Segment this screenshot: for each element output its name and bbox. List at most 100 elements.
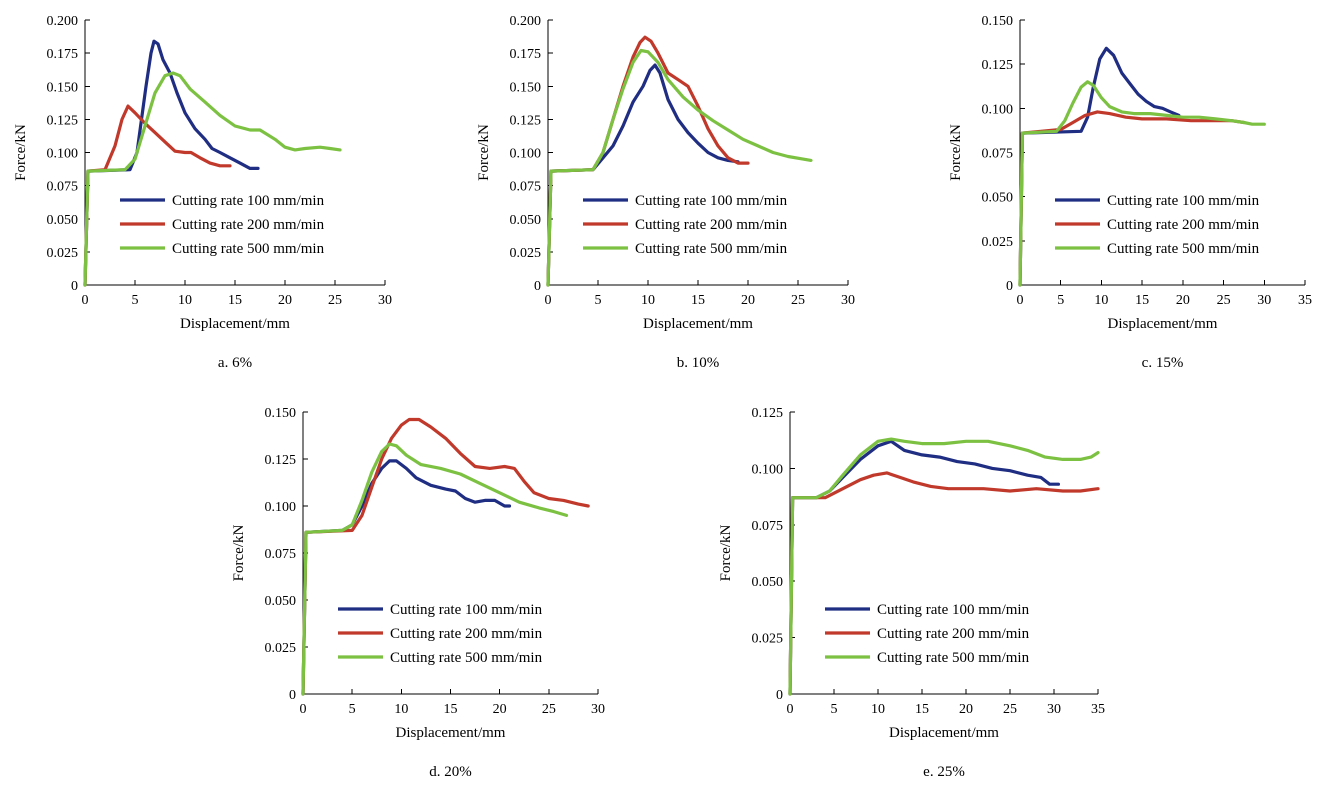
y-tick-label: 0.025 xyxy=(265,641,297,656)
y-tick-label: 0.050 xyxy=(510,213,542,228)
y-tick-label: 0.100 xyxy=(982,102,1014,117)
series-line-3 xyxy=(788,437,1100,696)
y-tick-label: 0 xyxy=(776,688,783,703)
legend-label-1: Cutting rate 100 mm/min xyxy=(1107,193,1260,209)
chart-panel-c: 0 0.025 0.050 0.075 0.100 0.125 0.150 0 5 10 15 20 2… xyxy=(948,14,1312,371)
x-tick-label: 20 xyxy=(493,702,507,717)
y-tick-label: 0 xyxy=(534,279,541,294)
x-tick-label: 10 xyxy=(394,702,408,717)
x-tick-label: 0 xyxy=(300,702,307,717)
y-tick-label: 0.025 xyxy=(510,246,542,261)
x-axis-label: Displacement/mm xyxy=(180,316,290,332)
panel-caption: a. 6% xyxy=(218,355,252,371)
series-line-3 xyxy=(83,71,342,287)
y-tick-label: 0 xyxy=(289,688,296,703)
x-tick-label: 15 xyxy=(915,702,929,717)
y-tick-label: 0.075 xyxy=(510,180,542,195)
x-tick-label: 0 xyxy=(787,702,794,717)
y-axis-label: Force/kN xyxy=(948,124,964,181)
legend-label-3: Cutting rate 500 mm/min xyxy=(172,241,325,257)
series-line-2 xyxy=(1018,110,1246,287)
chart-panel-a: 0 0.025 0.050 0.075 0.100 0.125 0.150 0.175 0.20… xyxy=(13,14,392,371)
x-tick-label: 25 xyxy=(791,293,805,308)
y-tick-label: 0.150 xyxy=(982,14,1014,29)
x-tick-label: 20 xyxy=(1176,293,1190,308)
y-tick-label: 0 xyxy=(1006,279,1013,294)
x-tick-label: 15 xyxy=(691,293,705,308)
y-tick-label: 0.050 xyxy=(265,594,297,609)
panel-caption: d. 20% xyxy=(429,764,472,780)
x-tick-label: 0 xyxy=(82,293,89,308)
x-tick-label: 35 xyxy=(1298,293,1312,308)
y-tick-label: 0.125 xyxy=(982,58,1014,73)
legend-label-2: Cutting rate 200 mm/min xyxy=(172,217,325,233)
legend-label-2: Cutting rate 200 mm/min xyxy=(1107,217,1260,233)
x-axis-label: Displacement/mm xyxy=(396,725,506,741)
x-tick-label: 15 xyxy=(444,702,458,717)
y-tick-label: 0.025 xyxy=(982,235,1014,250)
chart-panel-b: 0 0.025 0.050 0.075 0.100 0.125 0.150 0.175 0.20… xyxy=(476,14,855,371)
x-tick-label: 10 xyxy=(178,293,192,308)
x-tick-label: 5 xyxy=(132,293,139,308)
legend-label-1: Cutting rate 100 mm/min xyxy=(877,602,1030,618)
series-line-2 xyxy=(83,104,232,287)
legend-label-1: Cutting rate 100 mm/min xyxy=(390,602,543,618)
panel-caption: c. 15% xyxy=(1142,355,1184,371)
x-tick-label: 10 xyxy=(871,702,885,717)
y-axis-label: Force/kN xyxy=(476,124,492,181)
x-tick-label: 30 xyxy=(1047,702,1061,717)
panel-caption: e. 25% xyxy=(923,764,965,780)
x-tick-label: 20 xyxy=(959,702,973,717)
x-tick-label: 35 xyxy=(1091,702,1105,717)
x-tick-label: 30 xyxy=(378,293,392,308)
y-tick-label: 0 xyxy=(71,279,78,294)
y-tick-label: 0.175 xyxy=(47,47,79,62)
y-tick-label: 0.125 xyxy=(265,453,297,468)
y-tick-label: 0.175 xyxy=(510,47,542,62)
panel-caption: b. 10% xyxy=(677,355,720,371)
y-tick-label: 0.050 xyxy=(47,213,79,228)
x-tick-label: 30 xyxy=(591,702,605,717)
series-line-1 xyxy=(83,39,260,287)
legend-label-2: Cutting rate 200 mm/min xyxy=(877,626,1030,642)
x-tick-label: 20 xyxy=(278,293,292,308)
series-line-3 xyxy=(301,442,569,696)
x-tick-label: 25 xyxy=(1003,702,1017,717)
chart-panel-e: 0 0.025 0.050 0.075 0.100 0.125 0 5 10 15 20 25 30 35… xyxy=(718,406,1105,780)
y-tick-label: 0.025 xyxy=(752,632,784,647)
y-tick-label: 0.125 xyxy=(510,113,542,128)
legend-label-3: Cutting rate 500 mm/min xyxy=(877,650,1030,666)
y-axis-label: Force/kN xyxy=(231,525,247,582)
y-tick-label: 0.200 xyxy=(47,14,79,29)
y-tick-label: 0.200 xyxy=(510,14,542,29)
x-tick-label: 0 xyxy=(545,293,552,308)
series-line-1 xyxy=(546,63,740,287)
x-axis-label: Displacement/mm xyxy=(889,725,999,741)
x-axis-label: Displacement/mm xyxy=(1108,316,1218,332)
series-line-3 xyxy=(1018,80,1266,287)
x-tick-label: 25 xyxy=(542,702,556,717)
y-tick-label: 0.125 xyxy=(752,406,784,421)
legend-label-2: Cutting rate 200 mm/min xyxy=(390,626,543,642)
y-tick-label: 0.075 xyxy=(265,547,297,562)
y-tick-label: 0.050 xyxy=(982,191,1014,206)
x-tick-label: 20 xyxy=(741,293,755,308)
x-tick-label: 5 xyxy=(1057,293,1064,308)
x-tick-label: 5 xyxy=(349,702,356,717)
y-tick-label: 0.150 xyxy=(47,80,79,95)
x-tick-label: 5 xyxy=(831,702,838,717)
x-tick-label: 15 xyxy=(1135,293,1149,308)
legend-label-3: Cutting rate 500 mm/min xyxy=(390,650,543,666)
legend-label-2: Cutting rate 200 mm/min xyxy=(635,217,788,233)
y-tick-label: 0.150 xyxy=(265,406,297,421)
y-tick-label: 0.100 xyxy=(510,147,542,162)
series-line-2 xyxy=(788,471,1100,696)
y-axis-label: Force/kN xyxy=(718,525,734,582)
y-tick-label: 0.050 xyxy=(752,575,784,590)
y-tick-label: 0.075 xyxy=(752,519,784,534)
x-tick-label: 0 xyxy=(1017,293,1024,308)
legend-label-1: Cutting rate 100 mm/min xyxy=(172,193,325,209)
series-line-2 xyxy=(301,417,590,696)
y-axis-label: Force/kN xyxy=(13,124,29,181)
y-tick-label: 0.100 xyxy=(47,147,79,162)
